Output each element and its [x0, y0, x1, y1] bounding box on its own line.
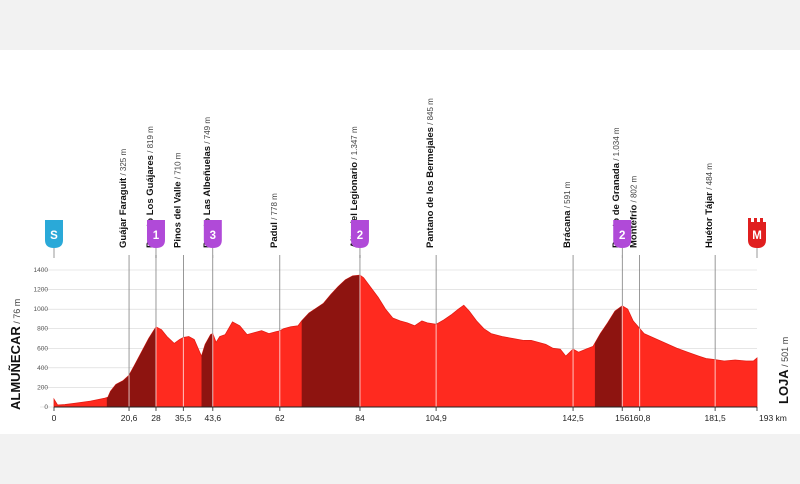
waypoint-lines: [128, 255, 716, 407]
climb-segment: [106, 326, 156, 407]
x-tick-label: 156: [615, 413, 629, 423]
waypoint-label: Padul / 778 m: [269, 193, 280, 248]
x-tick-label: 35,5: [175, 413, 192, 423]
x-tick-label: 0: [52, 413, 57, 423]
x-tick-label: 43,6: [205, 413, 222, 423]
climb-segment: [301, 275, 360, 407]
badge-label: 1: [153, 230, 160, 242]
waypoint-name: Puerto de Granada: [611, 162, 622, 248]
finish-check: [760, 218, 763, 220]
y-tick-label: 200: [37, 384, 48, 391]
waypoint-label: Puerto de Granada / 1.034 m: [611, 127, 622, 248]
badge-label: 2: [619, 230, 625, 242]
waypoint-altitude: / 802 m: [630, 175, 639, 204]
badge-shape: [350, 220, 369, 248]
waypoint-name: Montefrío: [629, 205, 640, 248]
start-name: ALMUÑECAR: [8, 326, 23, 410]
climb-segment: [201, 333, 213, 407]
waypoint-altitude: / 1.034 m: [612, 127, 621, 163]
waypoint-labels: Guájar Faraguit / 325 m Puerto Los Guájar…: [118, 98, 715, 248]
waypoint-altitude: / 845 m: [426, 98, 435, 127]
finish-name: LOJA: [776, 369, 791, 404]
x-tick-label: 104,9: [425, 413, 447, 423]
x-tick-label: 193 km: [759, 413, 787, 423]
finish-altitude: / 501 m: [780, 337, 790, 370]
x-tick-label: 62: [275, 413, 285, 423]
waypoint-name: Padul: [269, 222, 280, 248]
waypoint-altitude: / 484 m: [705, 163, 714, 192]
waypoint-altitude: / 1.347 m: [350, 126, 359, 162]
waypoint-altitude: / 819 m: [146, 126, 155, 155]
badge-label: 3: [210, 230, 216, 242]
waypoint-altitude: / 749 m: [203, 117, 212, 146]
badge-shape: [613, 220, 632, 248]
waypoint-label: Alto del Legionario / 1.347 m: [349, 126, 360, 248]
waypoint-name: Puerto Las Albeñuelas: [202, 146, 213, 248]
waypoint-label: Guájar Faraguit / 325 m: [118, 149, 129, 248]
waypoint-label: Brácana / 591 m: [562, 181, 573, 248]
finish-check: [757, 220, 760, 222]
x-tick-label: 181,5: [704, 413, 726, 423]
y-tick-label: 400: [37, 365, 48, 372]
badge-shape: [203, 220, 222, 248]
waypoint-altitude: / 591 m: [563, 181, 572, 210]
badge-label: M: [752, 230, 762, 242]
start-altitude: / 76 m: [12, 299, 22, 327]
badge-shape: [748, 220, 766, 248]
badge-shape: [146, 220, 165, 248]
y-tick-label: 1000: [34, 306, 49, 313]
x-tick-label: 20,6: [121, 413, 138, 423]
waypoint-label: Montefrío / 802 m: [629, 175, 640, 248]
start-finish-labels: ALMUÑECAR / 76 m LOJA / 501 m: [8, 299, 791, 410]
profile-fill: [53, 274, 758, 408]
waypoint-altitude: / 710 m: [173, 152, 182, 181]
waypoint-label: Pantano de los Bermejales / 845 m: [425, 98, 436, 248]
y-tick-label: 800: [37, 326, 48, 333]
finish-check: [763, 220, 766, 222]
waypoint-altitude: / 325 m: [119, 149, 128, 178]
waypoint-name: Pantano de los Bermejales: [425, 127, 436, 248]
waypoint-name: Pinos del Valle: [172, 181, 183, 248]
y-tick-label: 1200: [34, 287, 49, 294]
x-tick-label: 84: [355, 413, 365, 423]
climb-segment: [594, 305, 623, 407]
climb-badges: S 1 3 2 2 M: [45, 218, 766, 258]
finish-label: LOJA / 501 m: [776, 337, 791, 404]
finish-check: [754, 218, 757, 220]
badge-label: 2: [357, 230, 363, 242]
profile-area: [53, 274, 758, 408]
x-tick-label: 142,5: [562, 413, 584, 423]
waypoint-label: Puerto Las Albeñuelas / 749 m: [202, 117, 213, 248]
x-tick-label: 28: [151, 413, 161, 423]
waypoint-name: Huétor Tájar: [704, 192, 715, 248]
waypoint-name: Puerto Los Guájares: [145, 155, 156, 248]
badge-label: S: [50, 230, 58, 242]
waypoint-name: Brácana: [562, 210, 573, 248]
y-tick-label: 600: [37, 345, 48, 352]
waypoint-altitude: / 778 m: [270, 193, 279, 222]
waypoint-label: Puerto Los Guájares / 819 m: [145, 126, 156, 248]
y-tick-label: 0: [44, 404, 48, 411]
badge-shape: [45, 220, 63, 248]
axes: 0 20,6 28 35,5 43,6 62 84 104,9 142,5 156 160,8 181…: [52, 406, 787, 423]
x-tick-label: 160,8: [629, 413, 651, 423]
waypoint-label: Huétor Tájar / 484 m: [704, 163, 715, 248]
start-label: ALMUÑECAR / 76 m: [8, 299, 23, 410]
waypoint-name: Alto del Legionario: [349, 162, 360, 248]
waypoint-label: Pinos del Valle / 710 m: [172, 152, 183, 248]
finish-check: [748, 218, 751, 220]
finish-check: [751, 220, 754, 222]
waypoint-name: Guájar Faraguit: [118, 177, 129, 248]
y-tick-label: 1400: [34, 267, 49, 274]
